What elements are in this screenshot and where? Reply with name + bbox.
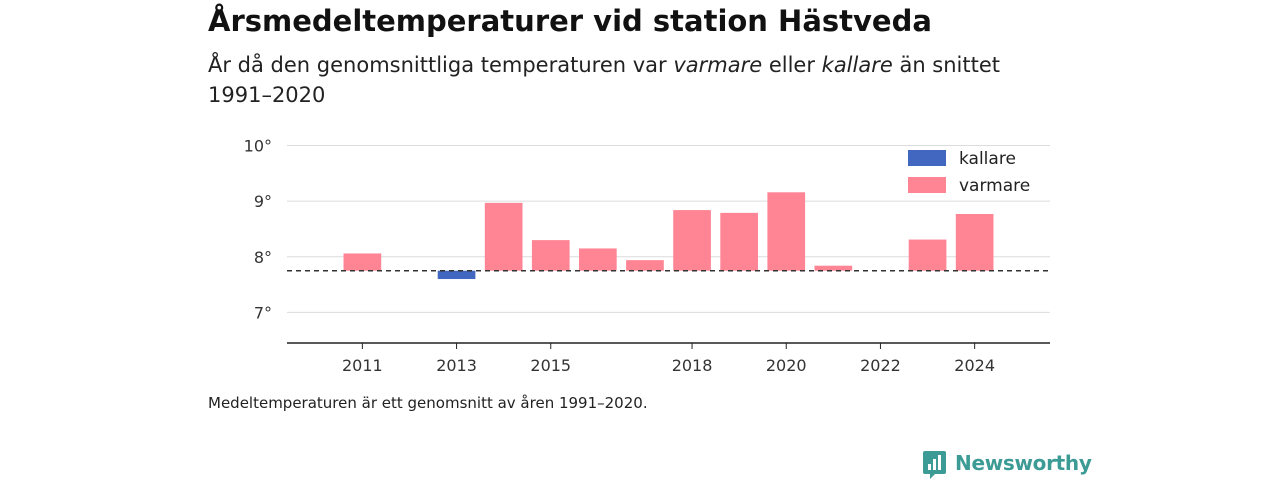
y-tick-label: 10° [244,137,272,156]
x-tick-label: 2018 [672,356,713,375]
footnote: Medeltemperaturen är ett genomsnitt av å… [208,394,648,412]
bar-varmare-2020 [767,192,806,271]
subtitle-text-2: eller [762,53,822,77]
bar-kallare-2013 [437,270,476,280]
newsworthy-logo-icon [923,451,946,479]
x-tick-label: 2022 [860,356,901,375]
chart-title: Årsmedeltemperaturer vid station Hästved… [208,4,932,38]
newsworthy-logo[interactable]: Newsworthy [922,450,1092,480]
x-axis: 2011 2013 2015 2018 2020 2022 2024 [287,342,1050,375]
x-tick-label: 2024 [954,356,995,375]
bar-varmare-2016 [579,248,617,271]
temperature-bar-chart: 7° 8° 9° 10° 2011 2013 2015 2018 2020 2022 2024 k… [244,137,1050,375]
x-tick-label: 2011 [342,356,383,375]
y-axis-ticks: 7° 8° 9° 10° [244,137,272,323]
bar-varmare-2018 [673,210,711,271]
chart-subtitle: År då den genomsnittliga temperaturen va… [208,50,1028,110]
x-tick-label: 2013 [436,356,477,375]
subtitle-warm-word: varmare [673,53,763,77]
legend: kallare varmare [900,146,1046,196]
y-tick-label: 8° [254,248,272,267]
bar-varmare-2024 [955,213,994,271]
subtitle-text-3: än snittet 1991–2020 [208,53,1001,107]
bar-varmare-2015 [531,240,570,271]
bar-varmare-2014 [484,202,523,271]
x-tick-label: 2020 [766,356,807,375]
bars [343,192,994,280]
legend-label-kallare: kallare [959,149,1016,169]
subtitle-text-1: År då den genomsnittliga temperaturen va… [208,53,674,77]
y-tick-label: 9° [254,192,272,211]
bar-varmare-2017 [626,260,664,271]
legend-swatch-kallare [908,150,946,166]
x-tick-label: 2015 [530,356,571,375]
legend-label-varmare: varmare [959,176,1030,196]
subtitle-cold-word: kallare [821,53,893,77]
bar-varmare-2011 [343,253,382,271]
bar-varmare-2019 [720,212,758,271]
y-tick-label: 7° [254,303,272,322]
newsworthy-logo-text: Newsworthy [955,451,1092,475]
bar-varmare-2021 [814,265,853,271]
bar-varmare-2023 [908,239,947,271]
legend-swatch-varmare [908,177,946,193]
